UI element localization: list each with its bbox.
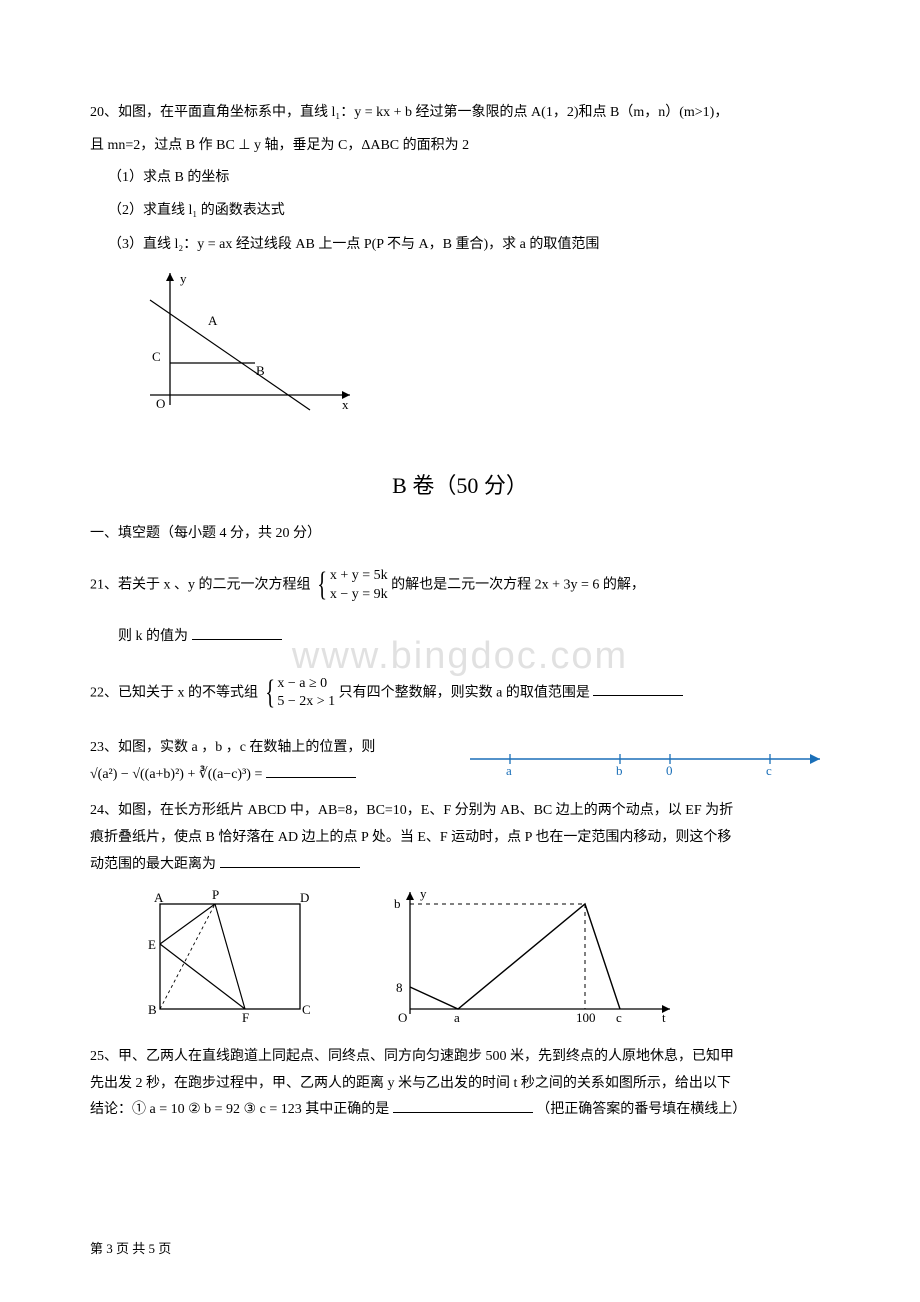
q25-text3pre: 结论：① a = 10 ② b = 92 ③ c = 123 其中正确的是 (90, 1102, 389, 1117)
section-b-title: B 卷（50 分） (90, 465, 830, 507)
q22-sys2: 5 − 2x > 1 (277, 693, 335, 711)
q20-sub1: （1）求点 B 的坐标 (90, 165, 830, 192)
q22-system: x − a ≥ 0 5 − 2x > 1 (277, 675, 335, 711)
question-24: 24、如图，在长方形纸片 ABCD 中，AB=8，BC=10，E、F 分别为 A… (90, 798, 830, 1034)
q25-text2: 先出发 2 秒，在跑步过程中，甲、乙两人的距离 y 米与乙出发的时间 t 秒之间… (90, 1071, 830, 1098)
q21-sys2: x − y = 9k (330, 586, 388, 604)
svg-text:E: E (148, 937, 156, 952)
point-a-label: A (208, 313, 218, 328)
svg-text:c: c (616, 1010, 622, 1025)
svg-text:A: A (154, 890, 164, 905)
q22-pre: 22、已知关于 x 的不等式组 (90, 685, 258, 700)
q22-sys1: x − a ≥ 0 (277, 675, 335, 693)
svg-text:P: P (212, 887, 219, 902)
q21-system: x + y = 5k x − y = 9k (330, 567, 388, 603)
brace-icon: { (265, 661, 275, 726)
q24-text2: 痕折叠纸片，使点 B 恰好落在 AD 边上的点 P 处。当 E、F 运动时，点 … (90, 825, 830, 852)
q24-figure-rect: A P D E B F C (140, 884, 320, 1034)
q20-sub2: （2）求直线 l₁ 的函数表达式 (90, 198, 830, 225)
svg-text:B: B (148, 1002, 157, 1017)
svg-text:b: b (616, 763, 623, 777)
q20-sub3: （3）直线 l₂：y = ax 经过线段 AB 上一点 P(P 不与 A，B 重… (90, 232, 830, 259)
page-footer: 第 3 页 共 5 页 (90, 1237, 171, 1262)
svg-text:a: a (454, 1010, 460, 1025)
question-23: 23、如图，实数 a ，b ，c 在数轴上的位置，则 √(a²) − √((a+… (90, 735, 830, 788)
q23-numberline: a b 0 c (470, 747, 830, 777)
q23-line1: 23、如图，实数 a ，b ，c 在数轴上的位置，则 (90, 735, 450, 762)
q21-pre: 21、若关于 x 、y 的二元一次方程组 (90, 578, 311, 593)
svg-text:t: t (662, 1010, 666, 1025)
q21-post: 的解也是二元一次方程 2x + 3y = 6 的解， (391, 578, 645, 593)
svg-text:c: c (766, 763, 772, 777)
point-b-label: B (256, 363, 265, 378)
q20-line2: 且 mn=2，过点 B 作 BC ⊥ y 轴，垂足为 C，ΔABC 的面积为 2 (90, 133, 830, 160)
svg-text:D: D (300, 890, 309, 905)
svg-text:y: y (420, 886, 427, 901)
question-22: 22、已知关于 x 的不等式组 { x − a ≥ 0 5 − 2x > 1 只… (90, 661, 830, 726)
svg-text:0: 0 (666, 763, 673, 777)
q21-sys1: x + y = 5k (330, 567, 388, 585)
q20-line1: 20、如图，在平面直角坐标系中，直线 l₁：y = kx + b 经过第一象限的… (90, 100, 830, 127)
q22-blank (593, 682, 683, 696)
question-20: 20、如图，在平面直角坐标系中，直线 l₁：y = kx + b 经过第一象限的… (90, 100, 830, 425)
q24-text1: 24、如图，在长方形纸片 ABCD 中，AB=8，BC=10，E、F 分别为 A… (90, 798, 830, 825)
svg-text:O: O (398, 1010, 407, 1025)
svg-text:b: b (394, 896, 401, 911)
q20-figure: y x O A B C (120, 265, 830, 425)
q24-blank (220, 854, 360, 868)
fill-heading: 一、填空题（每小题 4 分，共 20 分） (90, 521, 830, 548)
question-21: 21、若关于 x 、y 的二元一次方程组 { x + y = 5k x − y … (90, 553, 830, 650)
svg-text:F: F (242, 1010, 249, 1024)
axis-x-label: x (342, 397, 349, 412)
svg-text:a: a (506, 763, 512, 777)
q24-text3: 动范围的最大距离为 (90, 857, 216, 872)
svg-text:8: 8 (396, 980, 403, 995)
svg-text:100: 100 (576, 1010, 596, 1025)
q25-text1: 25、甲、乙两人在直线跑道上同起点、同终点、同方向匀速跑步 500 米，先到终点… (90, 1044, 830, 1071)
q23-expr: √(a²) − √((a+b)²) + ∛((a−c)³) = (90, 767, 262, 782)
brace-icon: { (317, 553, 327, 618)
svg-text:C: C (302, 1002, 311, 1017)
q24-figure-graph: y b 8 O a 100 c t (380, 884, 680, 1034)
point-c-label: C (152, 349, 161, 364)
question-25: 25、甲、乙两人在直线跑道上同起点、同终点、同方向匀速跑步 500 米，先到终点… (90, 1044, 830, 1124)
q21-line2: 则 k 的值为 (118, 629, 188, 644)
q25-blank (393, 1099, 533, 1113)
q21-blank (192, 626, 282, 640)
origin-label: O (156, 396, 165, 411)
q23-blank (266, 764, 356, 778)
axis-y-label: y (180, 271, 187, 286)
q25-text3post: （把正确答案的番号填在横线上） (536, 1102, 746, 1117)
page-content: 20、如图，在平面直角坐标系中，直线 l₁：y = kx + b 经过第一象限的… (90, 100, 830, 1124)
q22-post: 只有四个整数解，则实数 a 的取值范围是 (339, 685, 590, 700)
